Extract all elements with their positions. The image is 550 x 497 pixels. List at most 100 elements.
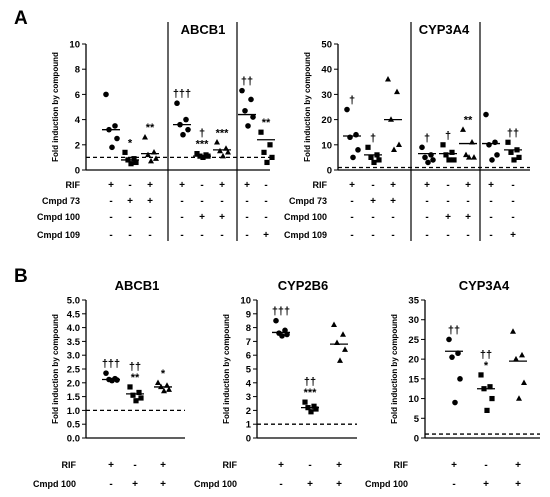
a2-data-point [391,146,397,153]
a2-treatment-sign: - [511,180,514,191]
b3-treatment-sign: + [515,460,521,471]
b1-data-point [109,377,115,384]
a1-treatment-sign: - [245,230,248,241]
a1-data-point [225,149,231,155]
b1-row-label: Cmpd 100 [33,479,76,489]
a1-data-point [131,156,137,162]
b2-data-point [273,317,279,324]
b1-row-label: RIF [62,460,77,470]
a2-treatment-sign: - [350,230,353,241]
a1-treatment-sign: + [147,180,153,191]
a1-data-point [142,133,148,140]
a2-data-point [394,88,400,95]
a2-y-tick-label: 10 [321,140,332,151]
a2-treatment-sign: + [424,180,430,191]
a1-data-point [267,142,273,148]
a2-y-tick-label: 30 [321,90,332,101]
a1-row-label: Cmpd 100 [37,212,80,222]
a2-data-point [446,157,452,163]
a2-treatment-sign: + [465,180,471,191]
a2-data-point [508,149,514,155]
a1-data-point [264,159,270,166]
a1-treatment-sign: + [179,180,185,191]
b3-significance-label: †† [448,324,460,336]
b2-title: CYP2B6 [278,278,329,293]
a1-y-tick-label: 0 [75,166,80,177]
b3-title: CYP3A4 [459,278,510,293]
b1-data-point [127,384,133,390]
b1-data-point [130,392,136,398]
a2-treatment-sign: + [390,196,396,207]
a2-data-point [440,142,446,148]
a2-data-point [365,144,371,150]
a1-treatment-sign: - [109,212,112,223]
a2-significance-label: † [424,132,430,144]
a2-data-point [494,152,500,158]
b3-y-tick-label: 10 [408,394,419,405]
a1-data-point [153,155,159,161]
b1-y-tick-label: 0.5 [67,420,81,431]
a2-treatment-sign: - [371,180,374,191]
a2-y-tick-label: 20 [321,115,332,126]
a2-treatment-sign: - [489,212,492,223]
a2-data-point [344,106,350,113]
a2-data-point [486,142,492,148]
b3-data-point [519,351,525,358]
a1-y-tick-label: 6 [75,90,80,101]
b2-data-point [331,321,337,328]
a2-data-point [511,157,517,163]
a1-treatment-sign: - [245,196,248,207]
b1-y-tick-label: 4.0 [67,323,80,334]
a2-data-point [505,139,511,145]
a2-data-point [368,154,374,160]
a1-treatment-sign: - [264,180,267,191]
a1-data-point [239,87,245,94]
a2-treatment-sign: - [350,212,353,223]
a2-significance-label: †† [507,127,519,139]
b2-y-tick-label: 9 [246,309,251,320]
a2-treatment-sign: - [425,196,428,207]
b2-row-label: Cmpd 100 [194,479,237,489]
a1-treatment-sign: + [263,230,269,241]
a2-data-point [376,157,382,163]
a1-title: ABCB1 [181,22,226,37]
a1-data-point [248,96,254,103]
a1-data-point [180,131,186,138]
a2-data-point [430,157,436,163]
a1-data-point [185,126,191,133]
a1-y-tick-label: 10 [69,40,80,51]
b2-row-label: RIF [223,460,238,470]
a2-significance-label: † [349,95,355,107]
a2-significance-label: ** [464,115,473,127]
b3-y-tick-label: 20 [408,355,419,366]
a1-row-label: RIF [66,180,81,190]
a2-treatment-sign: - [446,180,449,191]
a1-data-point [200,154,206,160]
b1-data-point [166,386,172,392]
a1-data-point [183,116,189,123]
b1-treatment-sign: + [108,460,114,471]
a2-data-point [355,147,361,153]
a2-data-point [371,159,377,166]
a1-treatment-sign: - [180,212,183,223]
a1-significance-label: ** [262,117,271,129]
a1-data-point [103,91,109,98]
b2-significance-label: ††† [272,306,290,318]
a2-treatment-sign: - [489,196,492,207]
b2-y-tick-label: 7 [246,337,251,348]
a2-data-point [350,154,356,161]
b3-data-point [487,384,493,390]
a1-treatment-sign: + [108,180,114,191]
a2-data-point [428,152,434,158]
b1-y-tick-label: 5.0 [67,296,80,307]
a2-data-point [347,134,353,141]
b3-data-point [484,407,490,413]
a1-treatment-sign: - [180,196,183,207]
b1-y-tick-label: 3.5 [67,337,81,348]
b2-data-point [340,331,346,337]
a1-significance-label: ** [146,122,155,134]
a2-data-point [471,154,477,160]
a2-data-point [516,154,522,160]
b2-treatment-sign: + [336,460,342,471]
